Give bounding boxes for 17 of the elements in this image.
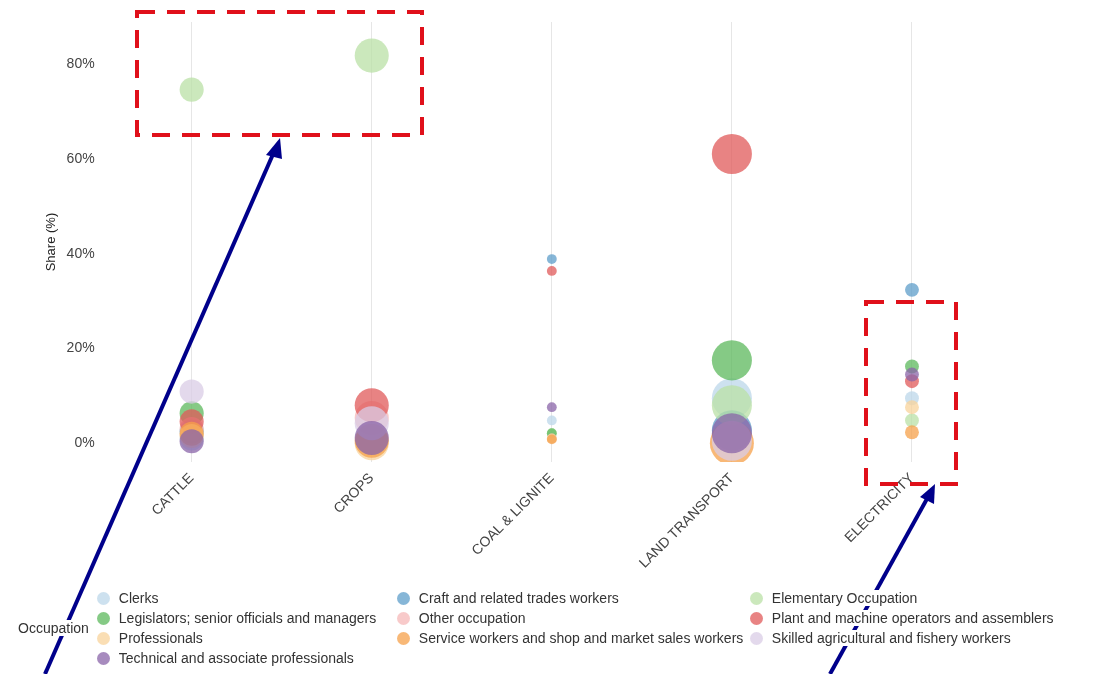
legend-title: Occupation — [18, 620, 89, 636]
legend-label: Craft and related trades workers — [418, 590, 619, 606]
y-tick-label: 20% — [66, 339, 95, 356]
legend-label: Elementary Occupation — [771, 590, 918, 606]
y-axis-title: Share (%) — [43, 212, 59, 272]
legend-label: Professionals — [118, 630, 203, 646]
y-tick-label: 60% — [66, 150, 95, 167]
y-tick-label: 40% — [66, 244, 95, 261]
legend-label: Clerks — [118, 590, 159, 606]
legend-label: Skilled agricultural and fishery workers — [771, 630, 1011, 646]
legend-label: Plant and machine operators and assemblers — [771, 610, 1054, 626]
legend-label: Technical and associate professionals — [118, 650, 354, 666]
legend-label: Legislators; senior officials and managers — [118, 610, 377, 626]
y-tick-label: 0% — [74, 434, 95, 451]
legend-label: Service workers and shop and market sales workers — [418, 630, 744, 646]
legend-label: Other occupation — [418, 610, 526, 626]
y-tick-label: 80% — [66, 55, 95, 72]
